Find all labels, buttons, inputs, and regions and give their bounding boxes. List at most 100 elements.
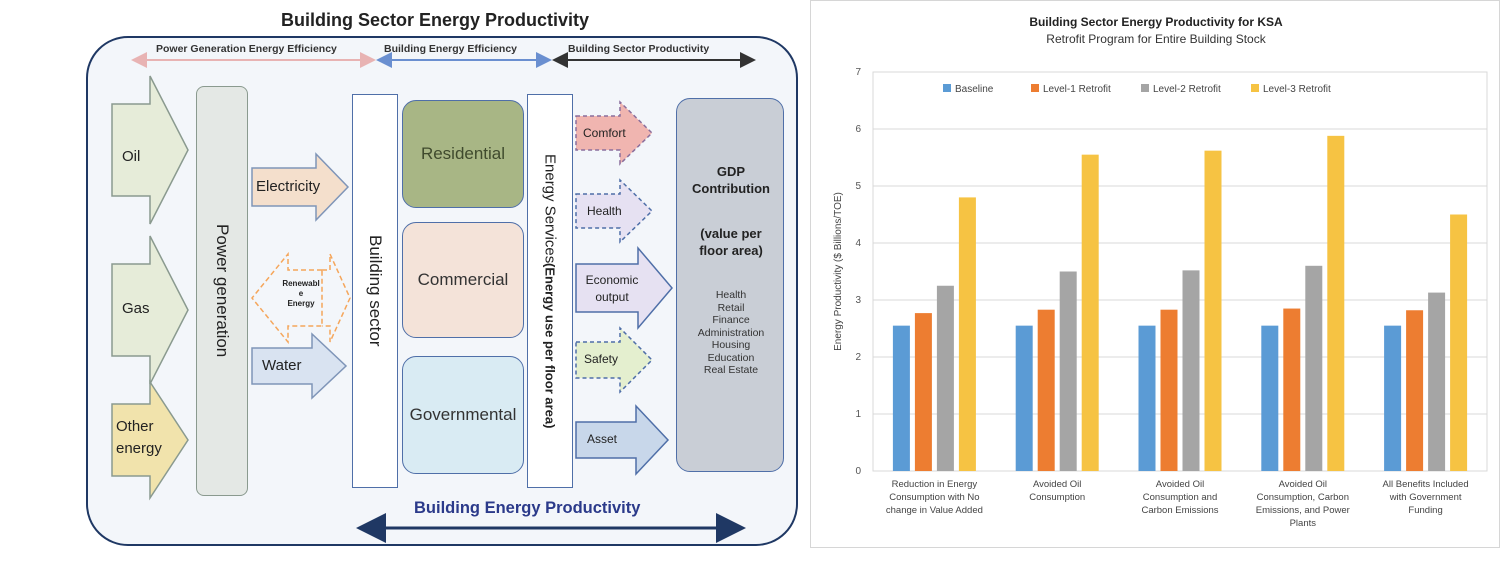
power-generation-label: Power generation [213, 224, 232, 358]
x-tick-label: Emissions, and Power [1256, 505, 1350, 516]
legend-swatch [1251, 84, 1259, 92]
renewable-arrow-right [322, 253, 351, 343]
bar [1384, 325, 1402, 471]
economic-label-line1: Economic [585, 273, 639, 287]
gdp-item: Administration [697, 326, 765, 339]
y-tick-label: 2 [855, 352, 861, 363]
economic-output-label: Economic output [582, 272, 642, 306]
y-tick-label: 4 [855, 238, 861, 249]
safety-arrow [575, 326, 654, 394]
oil-label: Oil [122, 148, 141, 165]
bar [1428, 292, 1446, 471]
energy-services-sublabel: (Energy use per floor area) [542, 262, 558, 429]
gdp-value-line2: floor area) [699, 243, 763, 258]
bar [1037, 309, 1055, 471]
economic-label-line2: output [595, 290, 629, 304]
energy-services-text: Energy Services (Energy use per floor ar… [542, 154, 559, 429]
building-sector-box: Building sector [352, 94, 398, 488]
residential-label: Residential [420, 144, 506, 163]
bar [1081, 154, 1099, 471]
bar [1059, 271, 1077, 471]
asset-label: Asset [587, 432, 618, 446]
gdp-item: Housing [711, 339, 751, 351]
x-tick-label: Reduction in Energy [892, 479, 978, 490]
gas-label: Gas [122, 300, 150, 317]
gdp-item: Health [715, 289, 747, 301]
y-tick-label: 5 [855, 181, 861, 192]
bar [936, 285, 954, 471]
electricity-label: Electricity [256, 178, 321, 195]
commercial-box: Commercial [402, 222, 524, 338]
x-tick-label: Plants [1290, 518, 1317, 529]
gdp-contribution-box: GDP Contribution (value per floor area) … [676, 98, 784, 472]
x-tick-label: with Government [1389, 492, 1462, 503]
legend-swatch [1031, 84, 1039, 92]
bar [914, 313, 932, 471]
renewable-energy-label: Renewabl e Energy [276, 279, 326, 309]
x-tick-label: Funding [1408, 505, 1442, 516]
chart-panel: Building Sector Energy Productivity for … [810, 0, 1500, 548]
y-tick-label: 1 [855, 409, 861, 420]
residential-box: Residential [402, 100, 524, 208]
legend-label: Level-2 Retrofit [1153, 84, 1221, 95]
chart-subtitle: Retrofit Program for Entire Building Sto… [1046, 32, 1266, 46]
gdp-value-line1: (value per [700, 226, 762, 241]
governmental-box: Governmental [402, 356, 524, 474]
water-label: Water [262, 357, 302, 374]
other-energy-label-line2: energy [116, 440, 162, 457]
renewable-label-line2: e [298, 289, 304, 298]
x-tick-label: Consumption, Carbon [1257, 492, 1349, 503]
x-tick-label: Consumption and [1143, 492, 1217, 503]
comfort-label: Comfort [583, 126, 626, 140]
y-tick-label: 0 [855, 466, 861, 477]
building-sector-label: Building sector [366, 235, 385, 347]
x-tick-label: Consumption [1029, 492, 1085, 503]
energy-services-box: Energy Services (Energy use per floor ar… [527, 94, 573, 488]
gdp-item-list: Health Retail Finance Administration Hou… [677, 289, 785, 377]
bar [1015, 325, 1033, 471]
economic-output-arrow [575, 245, 673, 331]
bar [1327, 135, 1345, 471]
commercial-label: Commercial [417, 270, 509, 289]
safety-label: Safety [584, 352, 619, 366]
bar [1160, 309, 1178, 471]
chart-title: Building Sector Energy Productivity for … [1029, 15, 1283, 29]
legend-label: Level-1 Retrofit [1043, 84, 1111, 95]
bar [1138, 325, 1156, 471]
gdp-title: GDP Contribution [677, 163, 785, 197]
diagram-title: Building Sector Energy Productivity [280, 10, 590, 30]
gdp-value-note: (value per floor area) [677, 225, 785, 259]
x-tick-label: All Benefits Included [1383, 479, 1469, 490]
gdp-item: Real Estate [703, 364, 759, 376]
renewable-arrow-left [251, 251, 323, 345]
bar [892, 325, 910, 471]
bar [1204, 150, 1222, 471]
bar [1182, 270, 1200, 471]
x-tick-label: Avoided Oil [1156, 479, 1204, 490]
legend-swatch [1141, 84, 1149, 92]
gdp-title-line2: Contribution [692, 181, 770, 196]
x-tick-label: Avoided Oil [1033, 479, 1081, 490]
other-energy-arrow [111, 379, 189, 501]
bar [958, 197, 976, 471]
gdp-title-line1: GDP [716, 164, 746, 179]
y-tick-label: 7 [855, 67, 861, 78]
building-energy-productivity-label: Building Energy Productivity [414, 499, 641, 517]
oil-arrow [111, 75, 189, 225]
energy-services-label: Energy Services [541, 153, 559, 263]
y-tick-label: 6 [855, 124, 861, 135]
y-tick-label: 3 [855, 295, 861, 306]
gas-arrow [111, 235, 189, 385]
health-label: Health [587, 204, 622, 218]
governmental-label: Governmental [409, 405, 517, 424]
gdp-item: Retail [717, 301, 745, 314]
bar [1283, 308, 1301, 471]
bar [1406, 310, 1424, 471]
chart-plot: 0 1 2 3 4 5 6 7 Energy Productivity ($ Billions/… [833, 67, 1488, 529]
gdp-item: Education [707, 351, 755, 364]
power-generation-box: Power generation [196, 86, 248, 496]
renewable-label-line1: Renewabl [282, 279, 320, 288]
comfort-arrow [575, 100, 654, 166]
bar [1261, 325, 1279, 471]
